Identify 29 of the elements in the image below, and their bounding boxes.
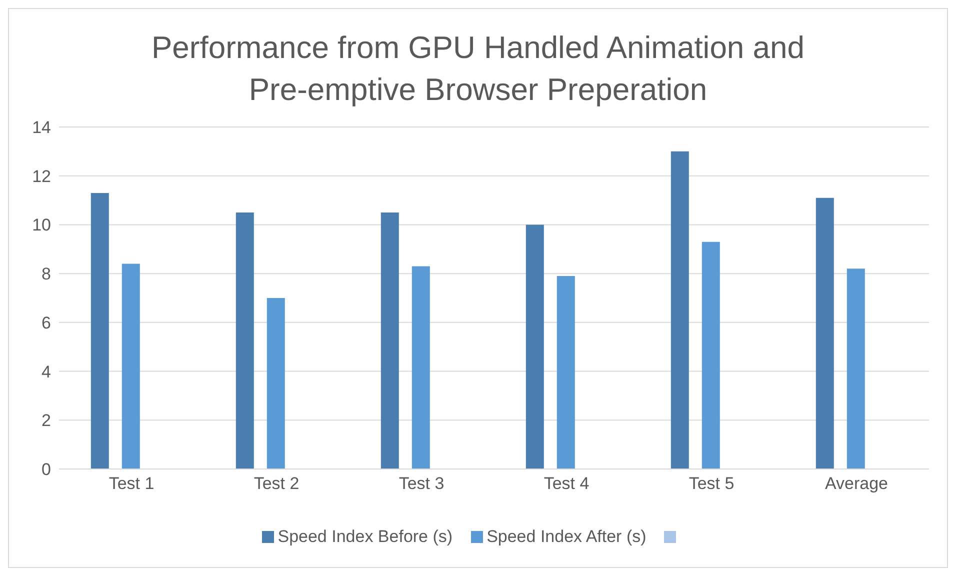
x-tick-label: Test 2 [254,474,300,494]
x-tick-label: Average [824,474,888,494]
bar [526,224,544,469]
chart-title: Performance from GPU Handled Animation and Pre-emptive Browser Preperation [150,29,806,109]
bar [236,212,254,469]
y-tick-label: 2 [42,411,51,430]
y-tick-label: 14 [32,118,51,138]
legend-label: Speed Index Before (s) [278,527,453,547]
bar [412,266,430,469]
y-tick-label: 8 [42,264,51,284]
bar [556,276,575,469]
y-tick-label: 4 [42,362,51,382]
bar [380,212,399,469]
y-tick-label: 6 [42,313,51,332]
x-tick-label: Test 5 [688,474,734,494]
bar [90,192,109,469]
y-tick-label: 0 [42,460,51,480]
x-tick-label: Test 1 [108,474,154,494]
bar [266,298,285,469]
bar [702,242,720,469]
y-tick-label: 10 [32,216,51,235]
bar [846,268,865,469]
bar [670,151,689,469]
x-tick-label: Test 3 [398,474,444,494]
bar [816,198,834,469]
legend-label: Speed Index After (s) [486,527,646,547]
bar [122,264,140,469]
x-tick-label: Test 4 [544,474,590,494]
y-tick-label: 12 [32,166,51,186]
